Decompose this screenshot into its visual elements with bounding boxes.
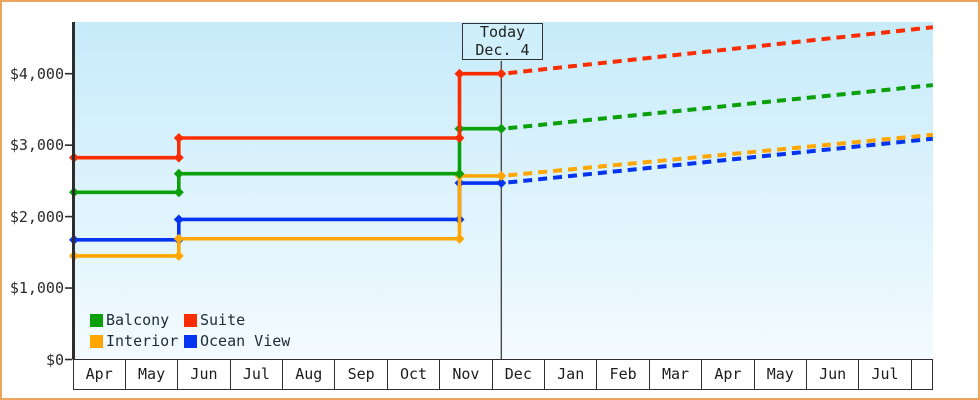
data-point-marker [173, 233, 184, 244]
month-cell: Aug [283, 359, 336, 389]
today-annotation-line1: Today [479, 23, 526, 41]
today-annotation: Today Dec. 4 [462, 22, 543, 60]
y-tick-label: $3,000 [9, 136, 64, 155]
data-point-marker [173, 168, 184, 179]
month-cell: Feb [597, 359, 650, 389]
month-cell: Apr [702, 359, 755, 389]
y-tick-label: $2,000 [9, 207, 64, 226]
data-point-marker [173, 152, 184, 163]
ocean-view-color-swatch [184, 334, 197, 348]
legend-label: Interior [106, 332, 179, 350]
y-tick-label: $1,000 [9, 279, 64, 298]
data-point-marker [173, 187, 184, 198]
legend-label: Balcony [106, 311, 170, 329]
month-cell: Jul [859, 359, 912, 389]
data-point-marker [173, 250, 184, 261]
month-cell: Sep [335, 359, 388, 389]
data-point-marker [454, 133, 465, 144]
legend-item-interior: Interior [90, 331, 184, 351]
x-axis-month-band: Apr May Jun Jul Aug Sep Oct Nov Dec Jan Feb Mar Apr M… [72, 358, 933, 390]
data-point-marker [496, 68, 507, 79]
data-point-marker [496, 178, 507, 189]
suite-color-swatch [184, 313, 197, 327]
data-point-marker [173, 214, 184, 225]
month-cell: Jun [807, 359, 860, 389]
legend-item-suite: Suite [184, 310, 290, 330]
data-point-marker [454, 233, 465, 244]
month-cell: Jul [231, 359, 284, 389]
y-tick-label: $0 [45, 350, 64, 369]
interior-color-swatch [90, 334, 103, 348]
data-point-marker [454, 68, 465, 79]
month-cell: Dec [493, 359, 546, 389]
month-cell: Apr [74, 359, 126, 389]
month-cell: Mar [650, 359, 703, 389]
month-cell: May [755, 359, 807, 389]
today-annotation-line2: Dec. 4 [475, 41, 530, 59]
legend-item-ocean-view: Ocean View [184, 331, 290, 351]
month-cell: Jan [545, 359, 598, 389]
month-cell: Jun [178, 359, 231, 389]
data-point-marker [173, 133, 184, 144]
month-cell: May [126, 359, 179, 389]
balcony-color-swatch [90, 313, 103, 327]
y-tick-label: $4,000 [9, 64, 64, 83]
month-cell: Nov [440, 359, 493, 389]
legend-label: Ocean View [200, 332, 291, 350]
legend-label: Suite [200, 311, 246, 329]
data-point-marker [496, 123, 507, 134]
legend: Balcony Suite Interior Ocean View [90, 310, 290, 351]
legend-item-balcony: Balcony [90, 310, 184, 330]
month-cell-partial [912, 360, 932, 389]
data-point-marker [454, 168, 465, 179]
month-cell: Oct [388, 359, 441, 389]
data-point-marker [496, 170, 507, 181]
